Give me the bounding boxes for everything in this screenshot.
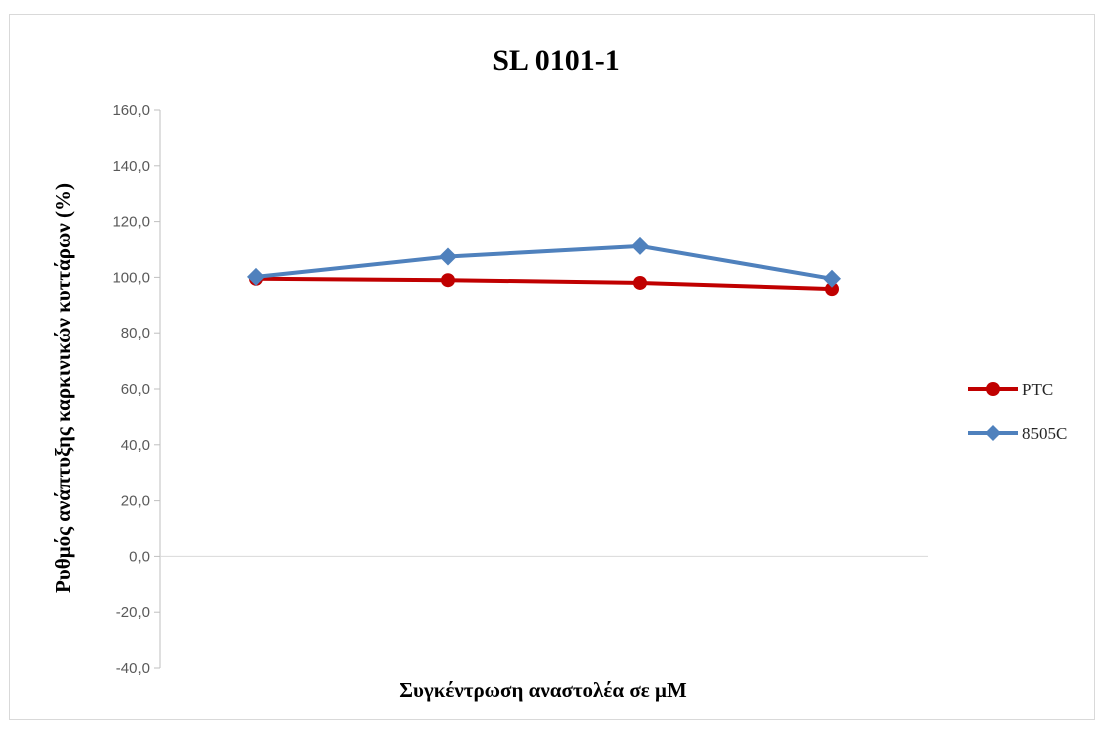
data-point-ptc xyxy=(825,282,839,297)
legend: PTC 8505C xyxy=(968,380,1067,443)
chart-frame xyxy=(9,14,1095,720)
y-tick-label: 40,0 xyxy=(121,437,150,454)
series-layer xyxy=(247,236,841,297)
legend-item-8505c: 8505C xyxy=(968,424,1067,443)
y-tick-label: 140,0 xyxy=(112,158,150,175)
data-point-8505c xyxy=(823,269,841,288)
y-tick-label: 20,0 xyxy=(121,493,150,510)
legend-marker-ptc xyxy=(986,382,1000,396)
x-axis-title: Συγκέντρωση αναστολέα σε μM xyxy=(399,678,687,702)
y-tick-label: 60,0 xyxy=(121,381,150,398)
legend-label-8505c: 8505C xyxy=(1022,424,1067,443)
series-8505c xyxy=(247,236,841,288)
y-tick-label: 0,0 xyxy=(129,548,150,565)
legend-marker-8505c xyxy=(985,425,1001,441)
data-point-ptc xyxy=(633,275,647,290)
legend-label-ptc: PTC xyxy=(1022,380,1053,399)
legend-item-ptc: PTC xyxy=(968,380,1053,399)
axes: -40,0 -20,0 0,0 20,0 40,0 60,0 80,0 100,0 120,0 1… xyxy=(112,102,928,677)
data-point-8505c xyxy=(247,267,265,286)
y-tick-label: -40,0 xyxy=(116,660,150,677)
y-axis-title: Ρυθμός ανάπτυξης καρκινικών κυττάρων (%) xyxy=(51,183,75,593)
chart-title: SL 0101-1 xyxy=(492,44,620,77)
series-line-ptc xyxy=(255,276,833,292)
y-tick-label: 100,0 xyxy=(112,269,150,286)
series-line-8505c xyxy=(255,243,833,281)
data-point-ptc xyxy=(441,273,455,288)
data-point-8505c xyxy=(631,236,649,255)
y-tick-label: 80,0 xyxy=(121,325,150,342)
y-tick-label: 160,0 xyxy=(112,102,150,119)
y-tick-label: 120,0 xyxy=(112,214,150,231)
series-ptc xyxy=(249,271,839,297)
data-point-8505c xyxy=(439,247,457,266)
y-tick-label: -20,0 xyxy=(116,604,150,621)
